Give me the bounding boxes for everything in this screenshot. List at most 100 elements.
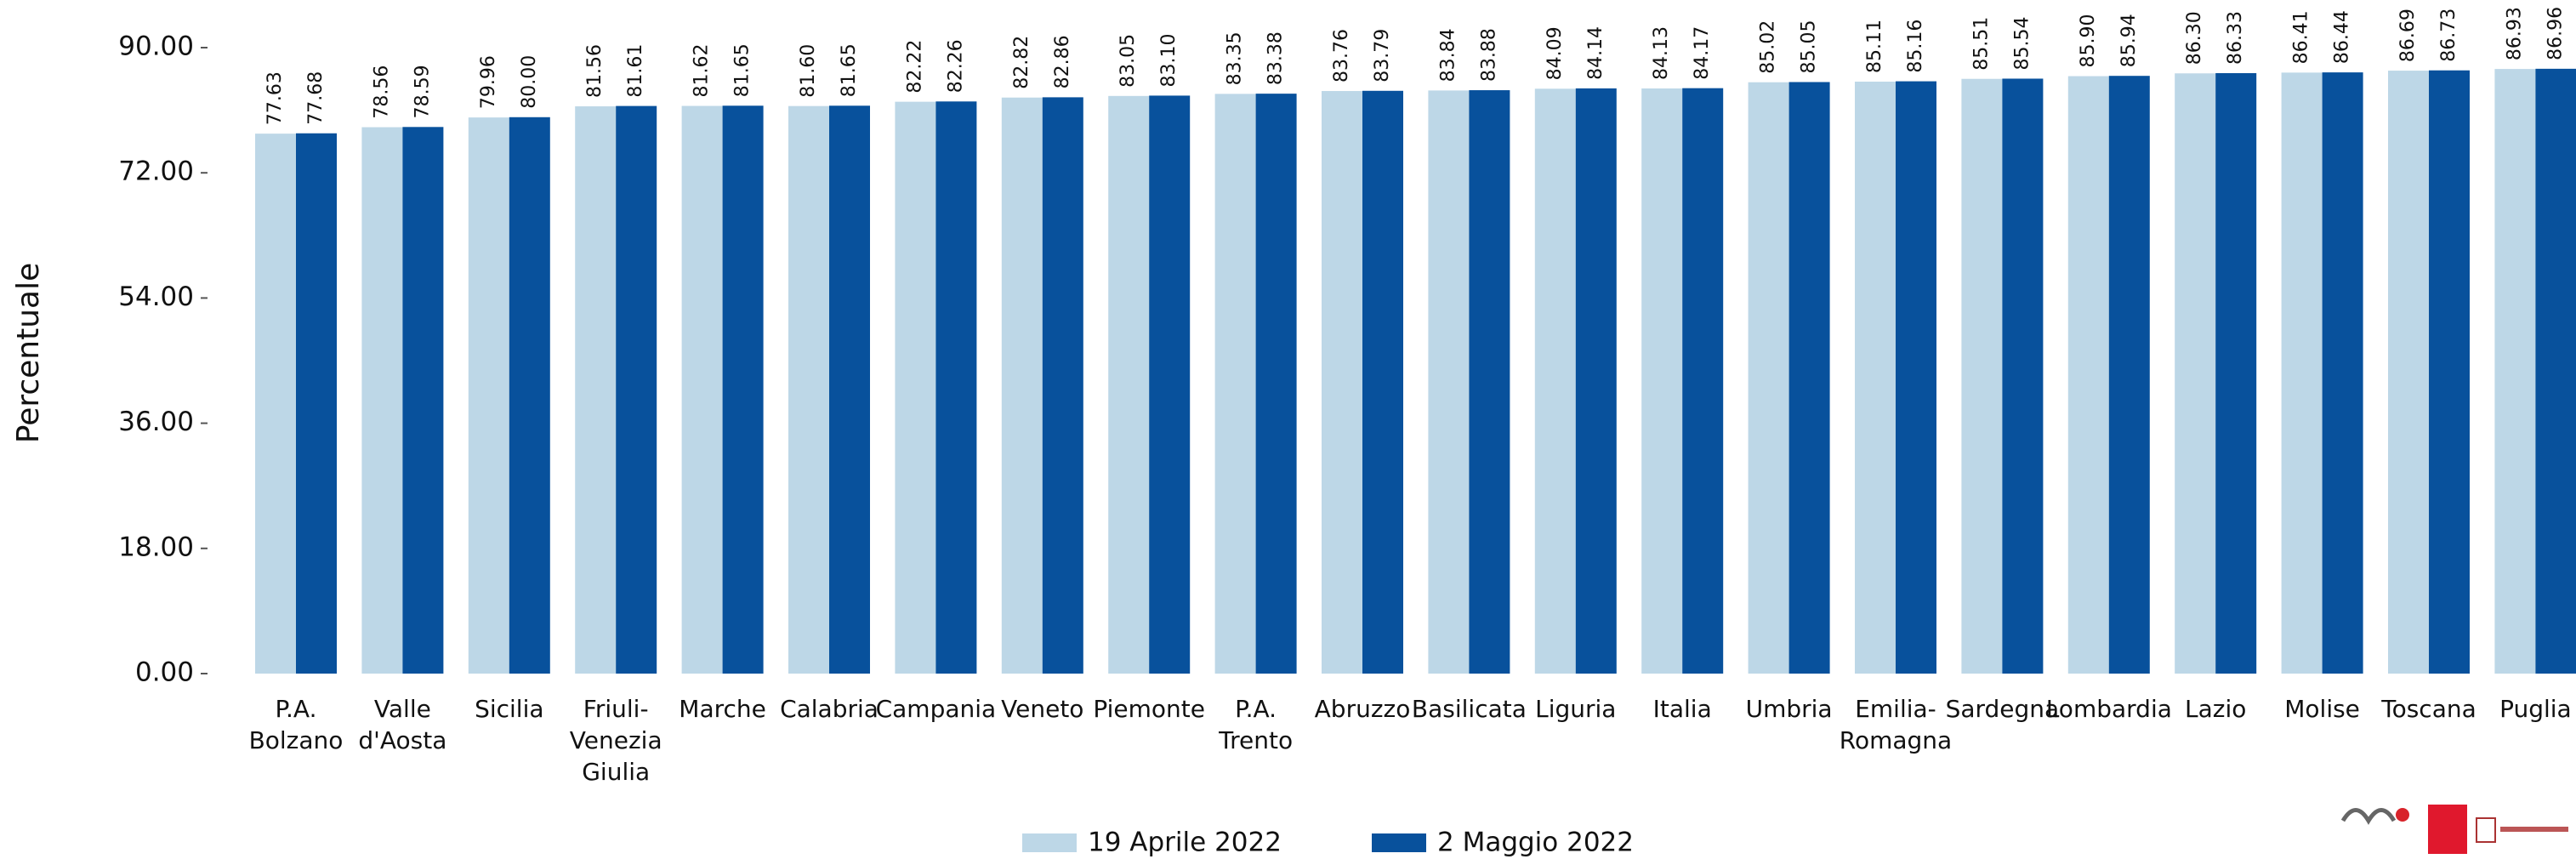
value-label: 82.82: [1011, 36, 1032, 89]
bar: [1214, 94, 1256, 674]
value-label: 82.86: [1052, 35, 1073, 88]
value-label: 81.65: [732, 43, 753, 97]
x-tick-label: Sicilia: [475, 695, 543, 723]
value-label: 86.30: [2184, 11, 2205, 65]
bar: [1322, 91, 1362, 674]
value-label: 83.38: [1265, 31, 1287, 85]
bar: [575, 106, 617, 674]
bar: [2281, 72, 2323, 674]
x-tick-label: Umbria: [1746, 695, 1833, 723]
value-label: 82.22: [904, 40, 925, 94]
value-label: 85.02: [1758, 20, 1779, 74]
bar: [1255, 94, 1297, 674]
value-label: 81.61: [625, 44, 646, 98]
legend-label: 2 Maggio 2022: [1437, 828, 1634, 858]
x-tick-label: Lazio: [2185, 695, 2246, 723]
value-label: 86.73: [2438, 9, 2459, 62]
y-tick-label: 0.00: [135, 657, 194, 688]
bar: [509, 117, 550, 674]
value-label: 85.94: [2118, 14, 2140, 67]
bar: [2002, 78, 2044, 674]
value-label: 83.05: [1117, 34, 1139, 88]
y-tick-label: 36.00: [118, 407, 194, 437]
bar: [1961, 78, 2003, 674]
value-label: 77.68: [305, 71, 327, 125]
logo-istituto: [2428, 805, 2467, 854]
value-label: 85.05: [1799, 20, 1820, 73]
x-tick-label: Campania: [876, 695, 997, 723]
bar: [788, 105, 829, 674]
value-label: 81.65: [839, 43, 860, 97]
bar: [1748, 82, 1789, 674]
bar: [2429, 70, 2470, 674]
x-tick-label: Piemonte: [1093, 695, 1205, 723]
logo-santanna-text: [2500, 827, 2568, 832]
value-label: 78.56: [371, 65, 392, 119]
value-label: 78.59: [412, 65, 433, 118]
legend-swatch: [1372, 833, 1426, 852]
bar: [1896, 81, 1936, 674]
value-label: 85.90: [2078, 14, 2099, 68]
y-tick-label: 72.00: [118, 156, 194, 187]
bar: [468, 117, 509, 674]
bar: [2535, 68, 2576, 674]
x-tick-label: Toscana: [2380, 695, 2476, 723]
value-label: 80.00: [519, 55, 540, 109]
bar: [1428, 90, 1470, 674]
x-tick-label: Molise: [2284, 695, 2360, 723]
value-label: 83.10: [1158, 33, 1180, 87]
x-tick-label: Valle d'Aosta: [358, 695, 446, 754]
logo-santanna: [2476, 817, 2496, 843]
value-label: 86.93: [2504, 7, 2525, 60]
legend-label: 19 Aprile 2022: [1088, 828, 1282, 858]
bar: [2215, 73, 2257, 674]
bar: [2067, 76, 2109, 674]
value-label: 83.88: [1478, 28, 1499, 82]
bar: [722, 105, 764, 674]
bar: [2175, 73, 2216, 674]
legend-swatch: [1022, 833, 1077, 852]
x-tick-label: Friuli-Venezia Giulia: [570, 695, 662, 786]
value-label: 85.54: [2011, 16, 2033, 70]
y-tick-label: 18.00: [118, 532, 194, 562]
value-label: 86.41: [2291, 10, 2312, 64]
x-tick-label: Lombardia: [2046, 695, 2172, 723]
value-label: 86.33: [2225, 11, 2246, 65]
value-label: 81.62: [691, 44, 713, 98]
bar: [1108, 95, 1150, 674]
value-label: 84.09: [1544, 26, 1566, 80]
value-label: 84.14: [1585, 26, 1606, 80]
value-label: 81.60: [798, 44, 819, 98]
bar: [2388, 71, 2429, 674]
y-tick-label: 54.00: [118, 282, 194, 312]
bar: [1149, 95, 1191, 674]
bar: [1534, 88, 1576, 674]
value-label: 83.76: [1331, 29, 1352, 82]
logo-mes: [2340, 808, 2397, 825]
x-tick-label: Basilicata: [1412, 695, 1527, 723]
x-tick-label: Emilia-Romagna: [1840, 695, 1952, 754]
logos: [2340, 805, 2568, 854]
value-label: 83.84: [1437, 28, 1459, 82]
bar: [1788, 82, 1830, 674]
bar: [1001, 97, 1043, 674]
x-tick-label: Veneto: [1001, 695, 1083, 723]
value-label: 85.16: [1905, 20, 1926, 73]
x-tick-label: Liguria: [1535, 695, 1616, 723]
value-label: 82.26: [945, 39, 966, 93]
bar: [2108, 76, 2150, 674]
value-label: 86.69: [2397, 9, 2419, 62]
value-label: 83.79: [1372, 29, 1393, 82]
y-tick-label: 90.00: [118, 31, 194, 62]
x-tick-label: Puglia: [2499, 695, 2572, 723]
x-tick-label: Abruzzo: [1315, 695, 1411, 723]
bar: [296, 133, 337, 674]
bar: [2322, 72, 2363, 674]
x-tick-label: Marche: [679, 695, 766, 723]
bar: [1641, 88, 1683, 674]
value-label: 83.35: [1225, 31, 1246, 85]
bar: [1362, 90, 1403, 674]
x-tick-label: Italia: [1653, 695, 1712, 723]
